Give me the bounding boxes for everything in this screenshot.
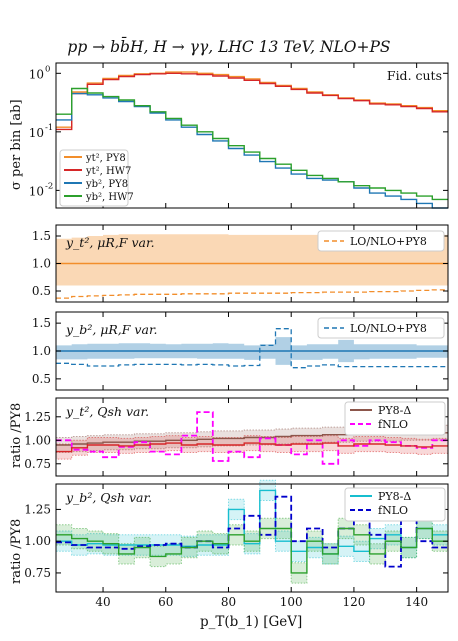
chart-title: pp → bb̄H, H → γγ, LHC 13 TeV, NLO+PS (67, 38, 391, 56)
yb-mu-panel-lo-nlo-line (56, 328, 448, 369)
yt-qsh-panel-annotation: y_t², Qsh var. (65, 404, 149, 419)
legend-label: yt², PY8 (85, 153, 126, 164)
yb-mu-panel-ytick-label: 0.5 (32, 372, 51, 386)
main-panel-ylabel: σ per bin [ab] (9, 99, 24, 190)
yt-mu-panel-ytick-label: 0.5 (32, 284, 51, 298)
yb-qsh-panel-frame (55, 483, 449, 593)
yt-qsh-panel-line-red (56, 442, 448, 453)
yt-qsh-panel-ytick-label: 0.75 (24, 457, 51, 471)
yb-qsh-panel-annotation: y_b², Qsh var. (65, 490, 152, 505)
yt-qsh-panel-ytick-label: 1.25 (24, 410, 51, 424)
series-green-line (56, 87, 448, 201)
yt-mu-panel-annotation: y_t², μR,F var. (65, 235, 155, 250)
legend-label: yb², PY8 (85, 179, 128, 190)
series-blue-line (56, 92, 448, 209)
legend-label: yt², HW7 (85, 166, 131, 177)
yt-qsh-panel-ytick-label: 1.00 (24, 433, 51, 447)
yb-mu-panel-legend-box (317, 317, 445, 339)
yb-qsh-panel-envelope-green (55, 517, 449, 584)
yb-qsh-panel-ytick-label: 1.25 (24, 502, 51, 516)
yt-qsh-panel-legend-label: PY8-Δ (378, 404, 411, 417)
x-axis-label: p_T(b_1) [GeV] (200, 614, 303, 630)
yt-qsh-panel-ylabel: ratio /PY8 (9, 403, 24, 468)
yt-mu-panel-ytick-label: 1.5 (32, 229, 51, 243)
series-red-line (56, 72, 448, 131)
x-tick-label: 120 (342, 595, 365, 609)
yt-qsh-panel-legend-label: fNLO (378, 418, 408, 431)
yb-mu-panel-legend-label: LO/NLO+PY8 (350, 322, 427, 335)
yb-qsh-panel-legend-label: PY8-Δ (378, 490, 411, 503)
yt-qsh-panel-line-magenta (56, 411, 448, 465)
yt-qsh-panel-envelope-red (55, 435, 449, 460)
yb-qsh-panel-ylabel: ratio /PY8 (9, 519, 24, 584)
yb-mu-panel-annotation: y_b², μR,F var. (65, 322, 158, 337)
x-tick-label: 140 (405, 595, 428, 609)
x-tick-label: 80 (221, 595, 236, 609)
legend-label: yb², HW7 (85, 192, 134, 203)
x-tick-label: 40 (95, 595, 110, 609)
yb-qsh-panel-line-green (56, 527, 448, 574)
main-panel-ytick-label: 10 (29, 126, 44, 140)
yb-qsh-panel-envelope-cyan (55, 479, 449, 565)
yb-mu-panel-ytick-label: 1.5 (32, 316, 51, 330)
yb-qsh-panel-legend-label: fNLO (378, 504, 408, 517)
main-panel-ytick-label: 10 (29, 184, 44, 198)
yt-qsh-panel-frame (55, 397, 449, 477)
yt-mu-panel-lo-nlo-line (56, 289, 448, 299)
main-panel-ytick-label: 10 (29, 67, 44, 81)
main-panel-ytick-exponent: -2 (45, 181, 53, 191)
yb-qsh-panel-ytick-label: 1.00 (24, 534, 51, 548)
yb-qsh-panel-ytick-label: 0.75 (24, 566, 51, 580)
main-panel-annotation: Fid. cuts (387, 68, 442, 83)
yt-mu-panel-legend-box (317, 230, 445, 252)
main-panel-ytick-exponent: 0 (45, 64, 50, 74)
series-orange-line (56, 71, 448, 128)
yb-mu-panel-ytick-label: 1.0 (32, 344, 51, 358)
main-panel-frame (55, 62, 449, 209)
x-tick-label: 100 (280, 595, 303, 609)
yt-mu-panel-legend-label: LO/NLO+PY8 (350, 235, 427, 248)
main-panel-ytick-exponent: -1 (45, 123, 53, 133)
x-tick-label: 60 (158, 595, 173, 609)
yt-mu-panel-ytick-label: 1.0 (32, 257, 51, 271)
main-legend-box (59, 149, 129, 207)
